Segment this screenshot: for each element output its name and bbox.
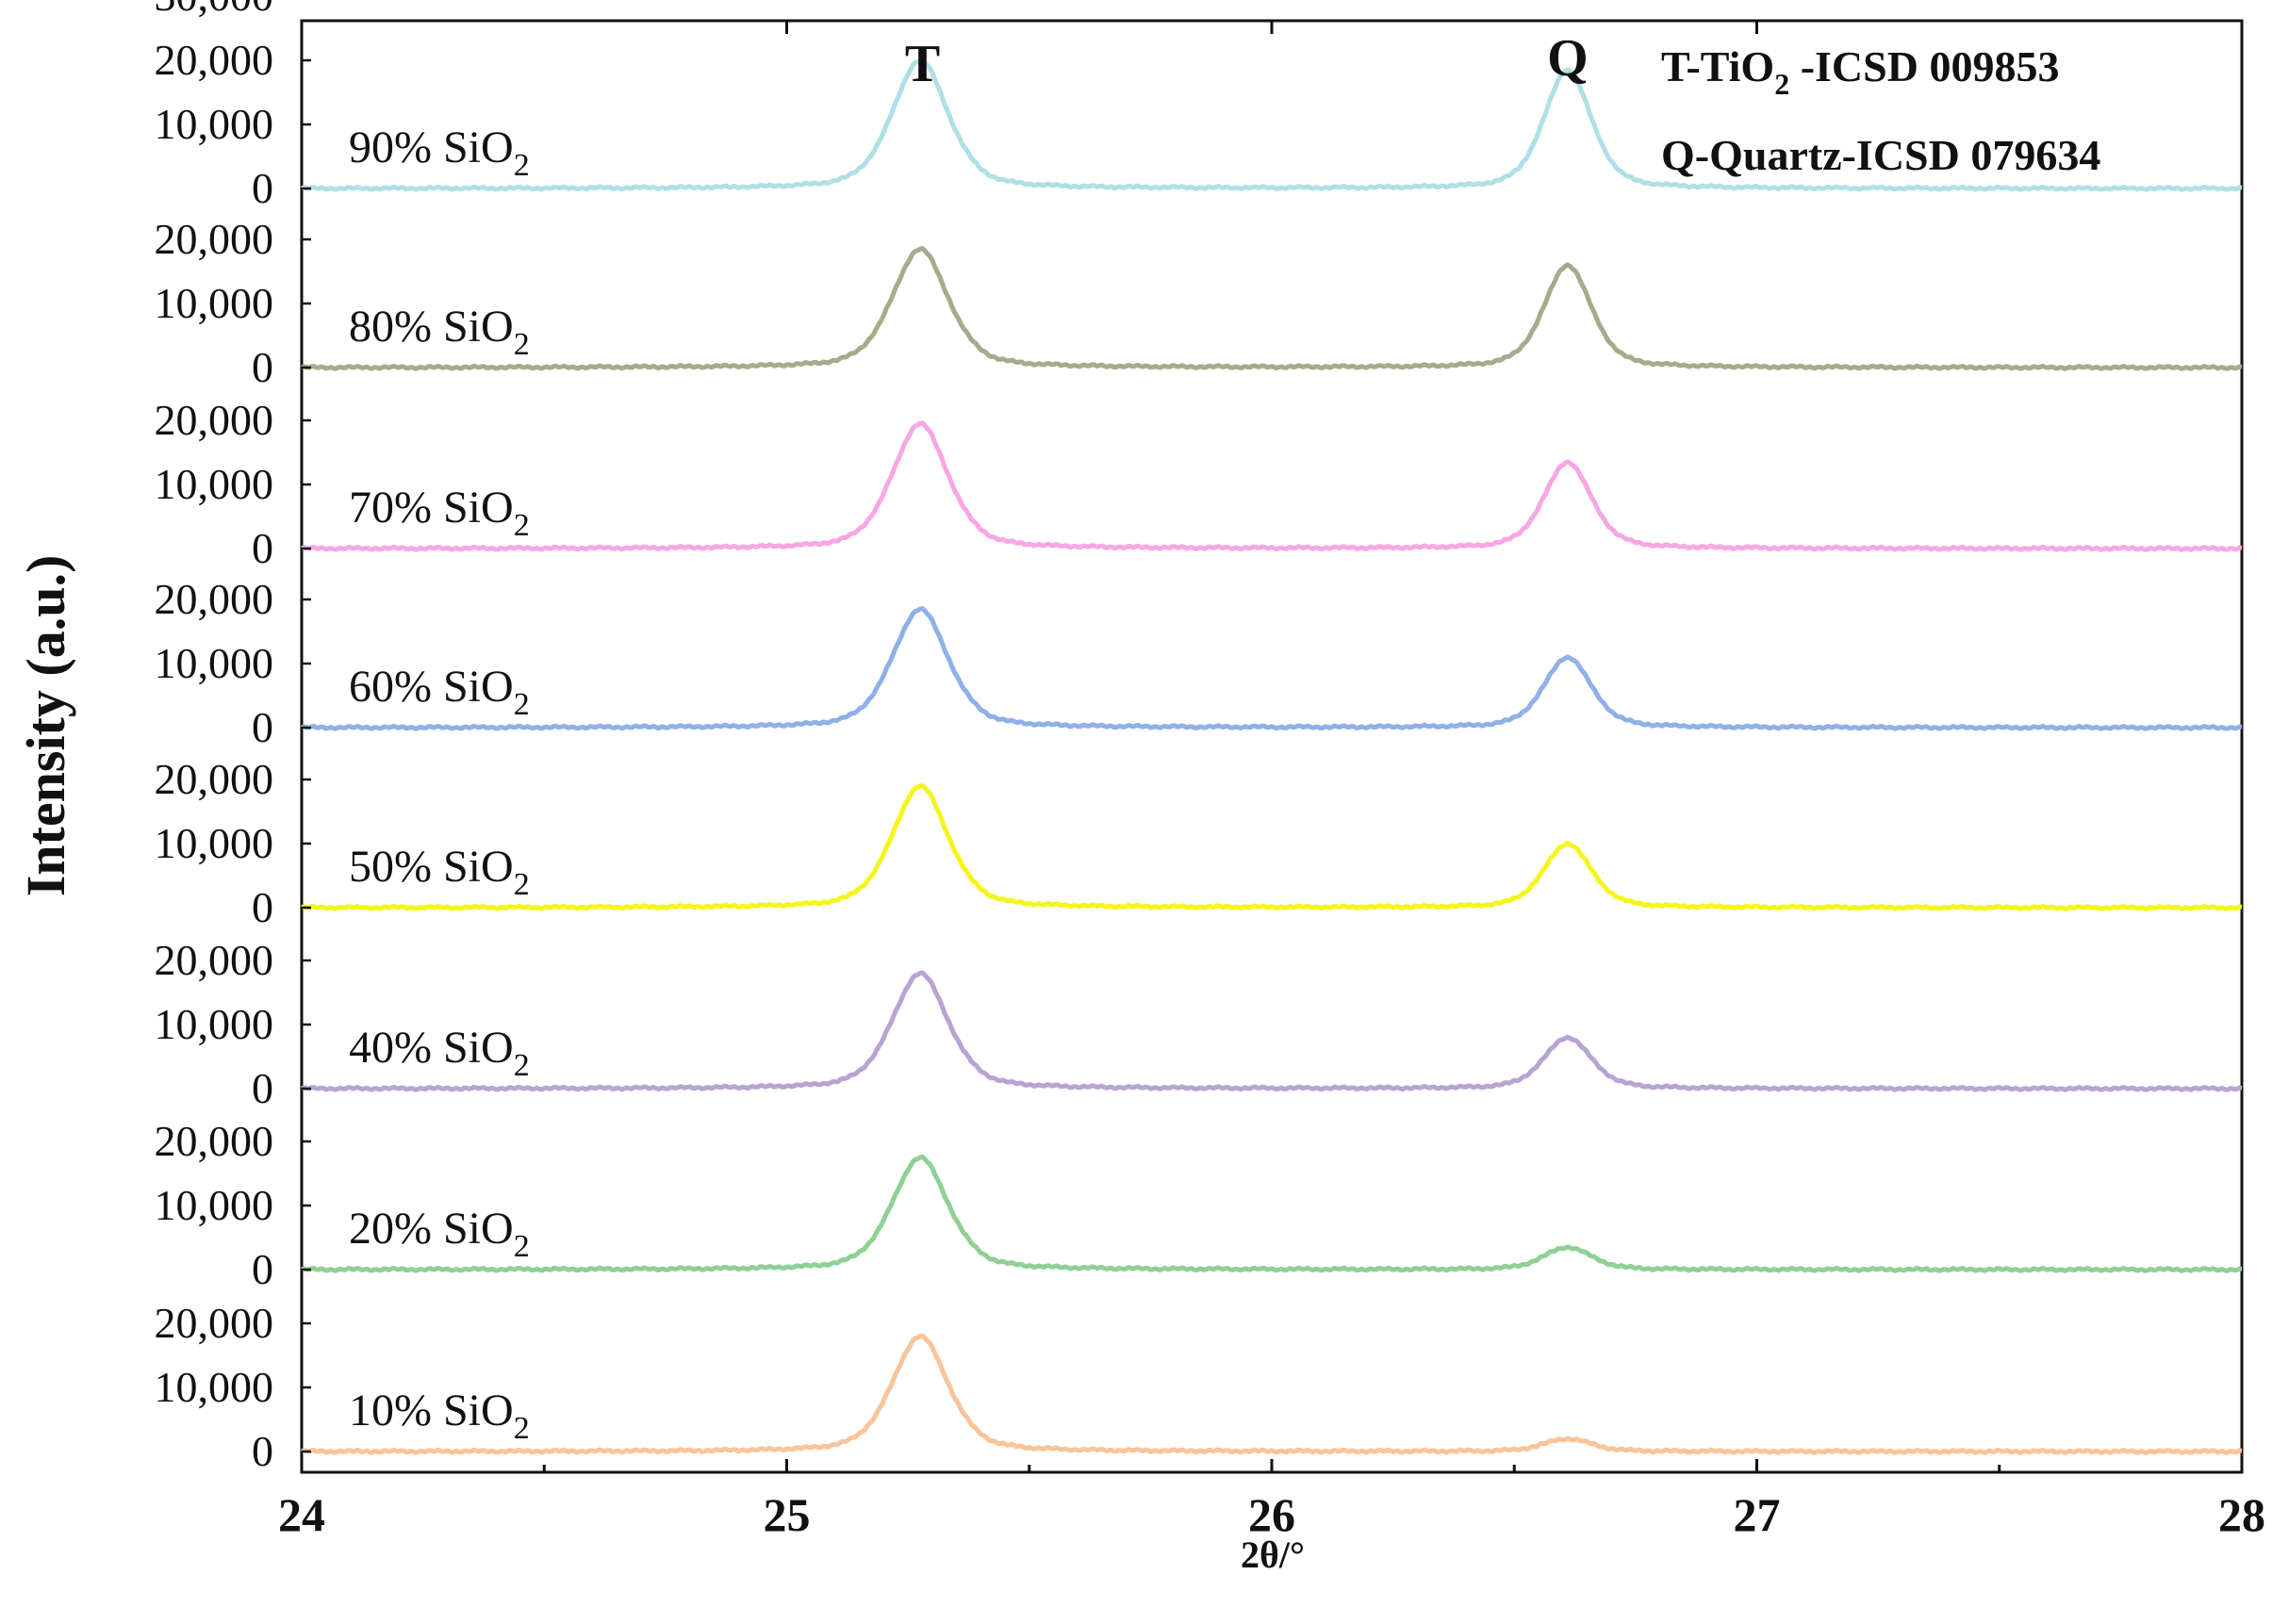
y-tick-label-2-0: 0 (252, 524, 273, 572)
series-label-sub-0: 2 (514, 148, 530, 183)
y-tick-label-7-1: 10,000 (155, 1363, 274, 1411)
x-axis-group: 24 25 26 27 28 (278, 21, 2265, 1541)
series-label-text-6: 20% SiO (349, 1204, 514, 1254)
series-label-7: 10% SiO2 (349, 1386, 530, 1446)
y-tick-label-7-2: 20,000 (155, 1299, 274, 1347)
series-line-0 (301, 57, 2243, 192)
series-label-3: 60% SiO2 (349, 662, 530, 722)
series-line-2 (301, 420, 2243, 552)
y-tick-label-4-0: 0 (252, 883, 273, 931)
series-label-0: 90% SiO2 (349, 123, 530, 183)
series-line-4 (301, 782, 2243, 911)
y-tick-label-1-1: 10,000 (155, 279, 274, 327)
y-tick-label-top-extra: 30,000 (155, 0, 274, 20)
y-axis-title: Intensity (a.u.) (15, 555, 76, 897)
x-axis-title: 2θ/° (1241, 1534, 1305, 1576)
series-line-3 (301, 606, 2243, 731)
series-line-1 (301, 246, 2243, 371)
legend-line-1-prefix: T-TiO (1661, 42, 1774, 90)
series-label-text-0: 90% SiO (349, 123, 514, 172)
series-label-text-4: 50% SiO (349, 842, 514, 892)
series-label-1: 80% SiO2 (349, 302, 530, 362)
y-tick-label-0-1: 10,000 (155, 100, 274, 148)
legend-line-1: T-TiO2 -ICSD 009853 (1661, 42, 2059, 101)
peak-label-t: T (905, 35, 940, 93)
series-label-text-2: 70% SiO (349, 483, 514, 533)
x-tick-label-0: 24 (278, 1488, 325, 1541)
y-tick-label-6-1: 10,000 (155, 1181, 274, 1229)
annotation-group: T Q T-TiO2 -ICSD 009853 Q-Quartz-ICSD 07… (15, 29, 2100, 1576)
y-tick-label-0-0: 0 (252, 164, 273, 212)
y-tick-label-3-0: 0 (252, 703, 273, 751)
series-label-sub-3: 2 (514, 687, 530, 722)
y-tick-label-3-1: 10,000 (155, 639, 274, 687)
plot-border (300, 19, 2244, 1474)
legend-line-2: Q-Quartz-ICSD 079634 (1661, 131, 2100, 179)
y-tick-label-6-0: 0 (252, 1245, 273, 1293)
x-tick-label-1: 25 (764, 1488, 811, 1541)
y-tick-label-3-2: 20,000 (155, 575, 274, 623)
series-label-sub-2: 2 (514, 508, 530, 543)
y-axis-group: 010,00020,00030,000010,00020,000010,0002… (155, 0, 311, 1475)
y-tick-label-1-2: 20,000 (155, 215, 274, 263)
y-tick-label-2-1: 10,000 (155, 460, 274, 508)
y-tick-label-1-0: 0 (252, 343, 273, 391)
series-label-text-3: 60% SiO (349, 662, 514, 712)
y-tick-label-5-0: 0 (252, 1064, 273, 1112)
legend-line-1-suffix: -ICSD 009853 (1789, 42, 2059, 90)
y-tick-label-4-2: 20,000 (155, 755, 274, 803)
plot-frame (300, 19, 2244, 1474)
peak-label-q: Q (1547, 29, 1589, 88)
series-line-7 (301, 1333, 2243, 1455)
series-label-4: 50% SiO2 (349, 842, 530, 902)
series-line-6 (301, 1154, 2243, 1273)
legend-line-1-sub: 2 (1774, 67, 1789, 101)
series-label-text-5: 40% SiO (349, 1023, 514, 1073)
series-label-text-1: 80% SiO (349, 302, 514, 352)
series-label-5: 40% SiO2 (349, 1023, 530, 1083)
y-tick-label-4-1: 10,000 (155, 819, 274, 867)
series-label-text-7: 10% SiO (349, 1386, 514, 1435)
y-tick-label-5-2: 20,000 (155, 936, 274, 984)
series-label-sub-4: 2 (514, 867, 530, 902)
series-label-2: 70% SiO2 (349, 483, 530, 543)
x-tick-label-3: 27 (1734, 1488, 1781, 1541)
y-tick-label-5-1: 10,000 (155, 1000, 274, 1048)
series-line-5 (301, 970, 2243, 1092)
x-tick-label-2: 26 (1248, 1488, 1295, 1541)
y-tick-label-6-2: 20,000 (155, 1117, 274, 1165)
series-label-sub-7: 2 (514, 1411, 530, 1446)
y-tick-label-2-2: 20,000 (155, 396, 274, 444)
series-label-sub-1: 2 (514, 327, 530, 362)
x-tick-label-4: 28 (2218, 1488, 2265, 1541)
series-label-sub-5: 2 (514, 1048, 530, 1083)
y-tick-label-7-0: 0 (252, 1427, 273, 1475)
series-label-6: 20% SiO2 (349, 1204, 530, 1264)
y-tick-label-0-2: 20,000 (155, 36, 274, 84)
series-label-sub-6: 2 (514, 1229, 530, 1264)
